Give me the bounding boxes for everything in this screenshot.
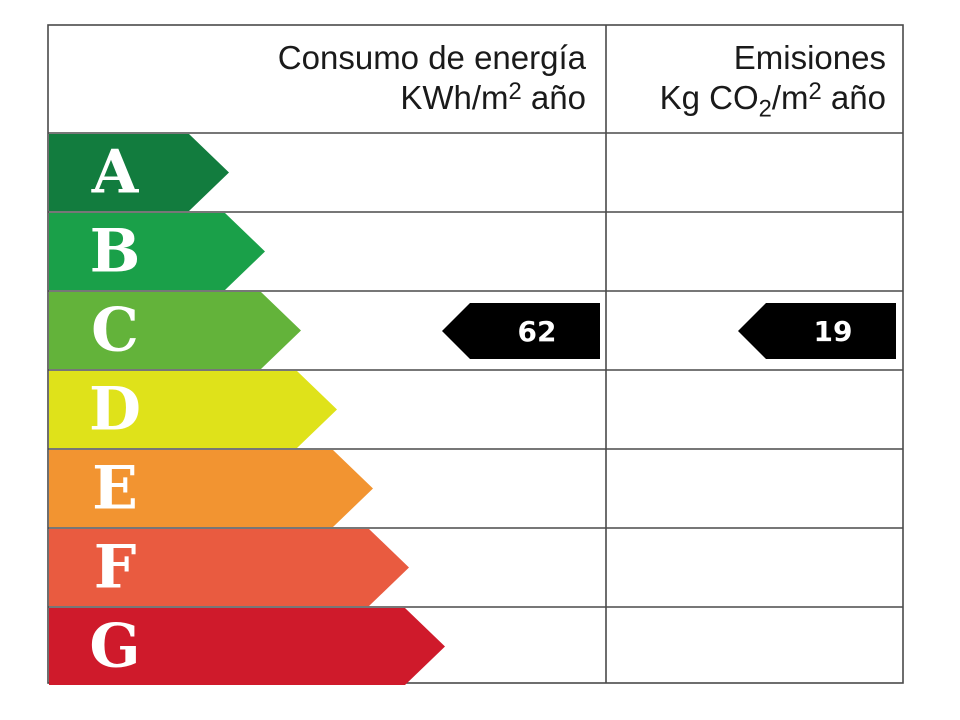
emissions-rating-marker-value: 19 bbox=[814, 315, 853, 348]
rating-g: G bbox=[49, 608, 445, 685]
rating-arrow-a bbox=[49, 134, 229, 211]
rating-letter-f: F bbox=[94, 533, 137, 603]
rating-letter-g: G bbox=[89, 612, 140, 682]
rating-a: A bbox=[49, 134, 229, 211]
rating-arrow-g bbox=[49, 608, 445, 685]
energy-consumption-title: Consumo de energía bbox=[277, 39, 586, 76]
rating-letter-a: A bbox=[91, 138, 140, 208]
rating-b: B bbox=[49, 213, 265, 290]
energy-rating-marker-value: 62 bbox=[518, 315, 557, 348]
rating-e: E bbox=[49, 450, 373, 527]
emissions-unit: Kg CO2/m2 año bbox=[659, 78, 886, 123]
emissions-title: Emisiones bbox=[733, 39, 886, 76]
rating-letter-e: E bbox=[92, 454, 138, 524]
energy-consumption-unit: KWh/m2 año bbox=[400, 78, 586, 116]
rating-markers: 62 19 bbox=[442, 303, 896, 359]
rating-c: C bbox=[49, 292, 301, 369]
label-border bbox=[47, 24, 904, 684]
emissions-header: Emisiones Kg CO2/m2 año bbox=[606, 38, 886, 123]
rating-arrow-d bbox=[49, 371, 337, 448]
emissions-rating-marker-shape bbox=[738, 303, 896, 359]
rating-letter-d: D bbox=[89, 375, 141, 445]
rating-f: F bbox=[49, 529, 409, 606]
energy-consumption-header: Consumo de energía KWh/m2 año bbox=[240, 38, 586, 118]
label-grid bbox=[47, 24, 904, 684]
rating-d: D bbox=[49, 371, 337, 448]
rating-arrow-f bbox=[49, 529, 409, 606]
rating-letter-b: B bbox=[90, 217, 141, 287]
rating-letter-c: C bbox=[91, 296, 139, 366]
rating-arrow-b bbox=[49, 213, 265, 290]
energy-rating-marker-shape bbox=[442, 303, 600, 359]
emissions-rating-marker: 19 bbox=[738, 303, 896, 359]
rating-arrow-c bbox=[49, 292, 301, 369]
energy-rating-marker: 62 bbox=[442, 303, 600, 359]
rating-arrow-e bbox=[49, 450, 373, 527]
